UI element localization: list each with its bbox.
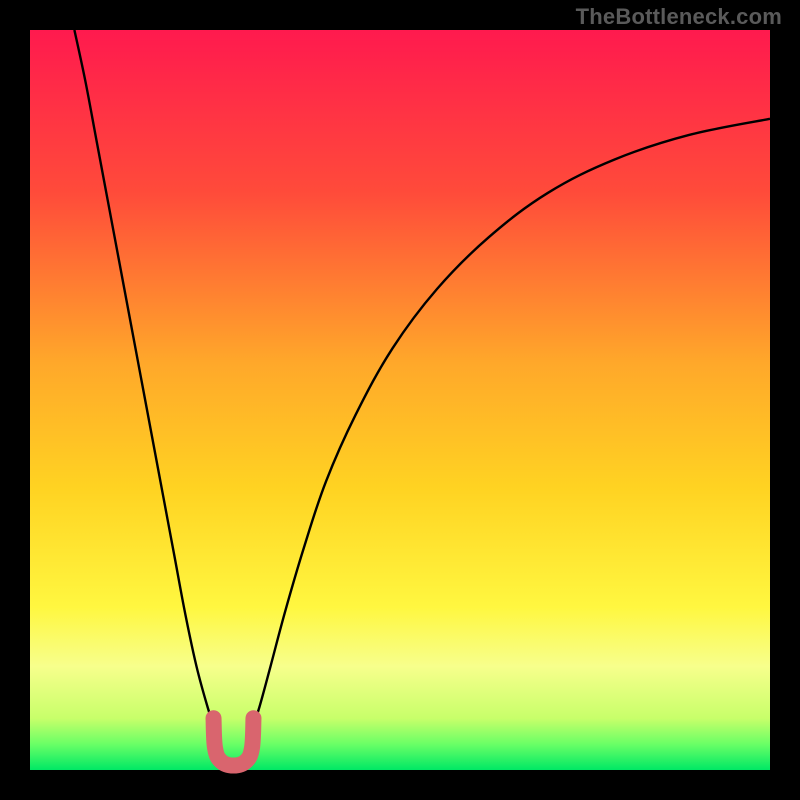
plot-background [30, 30, 770, 770]
watermark-text: TheBottleneck.com [576, 4, 782, 30]
chart-container: TheBottleneck.com [0, 0, 800, 800]
bottleneck-plot [0, 0, 800, 800]
